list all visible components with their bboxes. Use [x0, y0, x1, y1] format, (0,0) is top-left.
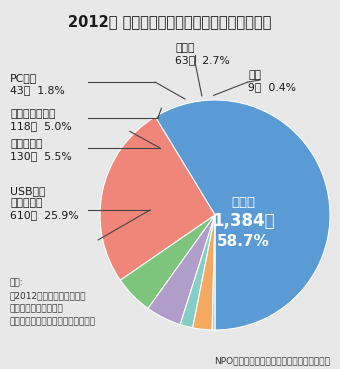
Wedge shape [148, 215, 215, 325]
Text: 9件  0.4%: 9件 0.4% [248, 82, 296, 92]
Text: 電子メール: 電子メール [10, 139, 42, 149]
Text: その他: その他 [175, 43, 194, 53]
Wedge shape [180, 215, 215, 328]
Text: 「2012年情報セキュリティ: 「2012年情報セキュリティ [10, 291, 86, 300]
Text: 不明: 不明 [248, 70, 261, 80]
Text: 出典:: 出典: [10, 278, 23, 287]
Text: 搬記録媒体: 搬記録媒体 [10, 198, 42, 208]
Text: PC本体: PC本体 [10, 73, 37, 83]
Text: USB等可: USB等可 [10, 186, 46, 196]
Text: 58.7%: 58.7% [217, 234, 269, 248]
Wedge shape [212, 215, 215, 330]
Wedge shape [193, 215, 215, 330]
Text: 2012年 情報漏えい媒体・経路別の漏えい件数: 2012年 情報漏えい媒体・経路別の漏えい件数 [68, 14, 272, 29]
Text: 118件  5.0%: 118件 5.0% [10, 121, 72, 131]
Text: インターネット: インターネット [10, 109, 55, 119]
Wedge shape [120, 215, 215, 308]
Text: NPO日本ネットワークセキュリティ協会調べ: NPO日本ネットワークセキュリティ協会調べ [214, 356, 330, 365]
Text: インシデントに関する: インシデントに関する [10, 304, 64, 313]
Text: 紙媒体: 紙媒体 [231, 197, 255, 210]
Text: 130件  5.5%: 130件 5.5% [10, 151, 72, 161]
Text: 43件  1.8%: 43件 1.8% [10, 85, 65, 95]
Text: 63件  2.7%: 63件 2.7% [175, 55, 230, 65]
Wedge shape [155, 100, 330, 330]
Text: 調査報告書～個人情報漏えい編～」: 調査報告書～個人情報漏えい編～」 [10, 317, 96, 326]
Text: 1,384件: 1,384件 [212, 212, 274, 230]
Wedge shape [100, 117, 215, 280]
Text: 610件  25.9%: 610件 25.9% [10, 210, 79, 220]
